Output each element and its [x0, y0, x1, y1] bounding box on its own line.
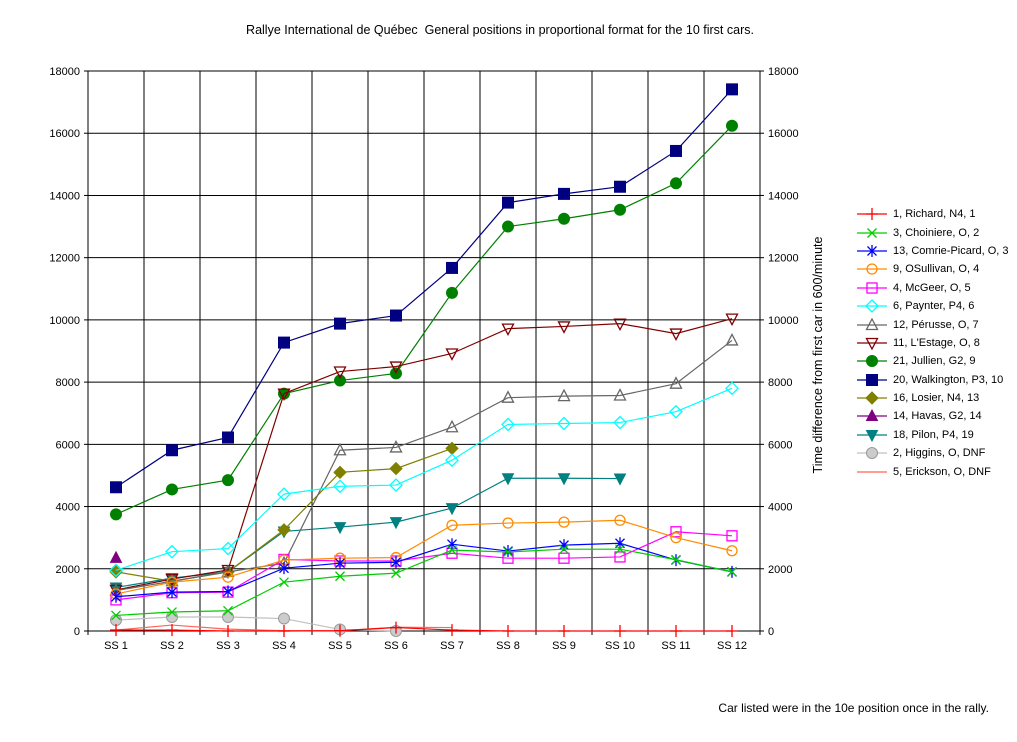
- footer-note: Car listed were in the 10e position once…: [718, 701, 989, 715]
- x-tick-label: SS 12: [717, 640, 747, 652]
- legend-item: 12, Pérusse, O, 7: [856, 315, 1009, 333]
- legend: 1, Richard, N4, 1 3, Choiniere, O, 2 13, C…: [856, 205, 1009, 481]
- y-tick-left: 0: [74, 626, 80, 638]
- legend-marker-icon: [857, 391, 887, 405]
- y-tick-right: 4000: [768, 502, 792, 514]
- x-tick-label: SS 3: [216, 640, 240, 652]
- legend-item: 20, Walkington, P3, 10: [856, 371, 1009, 389]
- series-20-walkington-p3-10: [110, 83, 738, 494]
- legend-item: 18, Pilon, P4, 19: [856, 426, 1009, 444]
- legend-item: 5, Erickson, O, DNF: [856, 462, 1009, 480]
- legend-label: 12, Pérusse, O, 7: [893, 318, 979, 331]
- legend-marker-icon: [857, 317, 887, 330]
- y-tick-right: 2000: [768, 564, 792, 576]
- y-tick-left: 16000: [49, 128, 80, 140]
- legend-label: 14, Havas, G2, 14: [893, 410, 982, 423]
- legend-item: 21, Jullien, G2, 9: [856, 352, 1009, 370]
- legend-marker-icon: [857, 447, 887, 460]
- x-tick-label: SS 8: [496, 640, 520, 652]
- legend-marker-icon: [857, 227, 887, 238]
- y-tick-left: 14000: [49, 190, 80, 202]
- x-tick-label: SS 4: [272, 640, 296, 652]
- legend-item: 3, Choiniere, O, 2: [856, 223, 1009, 241]
- series-14-havas-g2-14: [109, 550, 123, 563]
- legend-label: 6, Paynter, P4, 6: [893, 300, 975, 313]
- series-21-jullien-g2-9: [110, 119, 738, 521]
- legend-item: 9, OSullivan, O, 4: [856, 260, 1009, 278]
- x-tick-label: SS 5: [328, 640, 352, 652]
- legend-label: 16, Losier, N4, 13: [893, 392, 980, 405]
- legend-label: 18, Pilon, P4, 19: [893, 428, 974, 441]
- legend-marker-icon: [857, 409, 887, 422]
- legend-label: 20, Walkington, P3, 10: [893, 373, 1004, 386]
- legend-marker-icon: [857, 244, 887, 257]
- series-6-paynter-p4-6: [109, 381, 739, 578]
- legend-marker-icon: [857, 208, 887, 221]
- x-tick-label: SS 6: [384, 640, 408, 652]
- legend-marker-icon: [857, 282, 887, 294]
- chart-title: Rallye International de Québec General p…: [246, 23, 754, 37]
- legend-item: 6, Paynter, P4, 6: [856, 297, 1009, 315]
- legend-marker-icon: [857, 263, 887, 276]
- series-12-p-russe-o-7: [109, 333, 739, 596]
- y-tick-right: 12000: [768, 253, 799, 265]
- legend-item: 4, McGeer, O, 5: [856, 279, 1009, 297]
- legend-item: 16, Losier, N4, 13: [856, 389, 1009, 407]
- legend-marker-icon: [857, 337, 887, 351]
- legend-marker-icon: [857, 299, 887, 314]
- legend-item: 13, Comrie-Picard, O, 3: [856, 242, 1009, 260]
- legend-marker-icon: [857, 471, 887, 473]
- legend-item: 14, Havas, G2, 14: [856, 407, 1009, 425]
- y-tick-right: 14000: [768, 190, 799, 202]
- y-tick-right: 16000: [768, 128, 799, 140]
- x-tick-label: SS 10: [605, 640, 635, 652]
- y-tick-right: 18000: [768, 66, 799, 78]
- legend-label: 5, Erickson, O, DNF: [893, 465, 991, 478]
- y-tick-left: 12000: [49, 253, 80, 265]
- x-tick-label: SS 7: [440, 640, 464, 652]
- axis-tick-labels: 0 0 2000 2000 4000 4000 6000 6000 8000 8000 10000 1…: [49, 66, 798, 652]
- legend-label: 21, Jullien, G2, 9: [893, 355, 976, 368]
- legend-label: 4, McGeer, O, 5: [893, 281, 971, 294]
- y-tick-left: 18000: [49, 66, 80, 78]
- legend-item: 11, L'Estage, O, 8: [856, 334, 1009, 352]
- y-tick-left: 8000: [56, 377, 80, 389]
- legend-marker-icon: [857, 429, 887, 442]
- legend-item: 1, Richard, N4, 1: [856, 205, 1009, 223]
- x-tick-label: SS 2: [160, 640, 184, 652]
- y-tick-left: 4000: [56, 502, 80, 514]
- series-1-richard-n4-1: [110, 621, 738, 637]
- legend-label: 13, Comrie-Picard, O, 3: [893, 244, 1009, 257]
- y-tick-left: 6000: [56, 439, 80, 451]
- legend-label: 9, OSullivan, O, 4: [893, 263, 980, 276]
- x-tick-label: SS 11: [661, 640, 690, 652]
- y-tick-right: 8000: [768, 377, 792, 389]
- legend-item: 2, Higgins, O, DNF: [856, 444, 1009, 462]
- y-axis-title: Time difference from first car in 600/mi…: [811, 236, 825, 474]
- y-tick-left: 10000: [49, 315, 80, 327]
- gridlines: [84, 70, 764, 635]
- y-tick-right: 10000: [768, 315, 799, 327]
- legend-marker-icon: [857, 355, 887, 368]
- legend-label: 2, Higgins, O, DNF: [893, 447, 986, 460]
- legend-label: 11, L'Estage, O, 8: [893, 336, 980, 349]
- legend-marker-icon: [857, 373, 887, 386]
- legend-label: 3, Choiniere, O, 2: [893, 226, 980, 239]
- series-3-choiniere-o-2: [111, 544, 737, 621]
- y-tick-left: 2000: [56, 564, 80, 576]
- x-tick-label: SS 9: [552, 640, 576, 652]
- y-tick-right: 0: [768, 626, 774, 638]
- x-tick-label: SS 1: [104, 640, 128, 652]
- legend-label: 1, Richard, N4, 1: [893, 208, 976, 221]
- y-tick-right: 6000: [768, 439, 792, 451]
